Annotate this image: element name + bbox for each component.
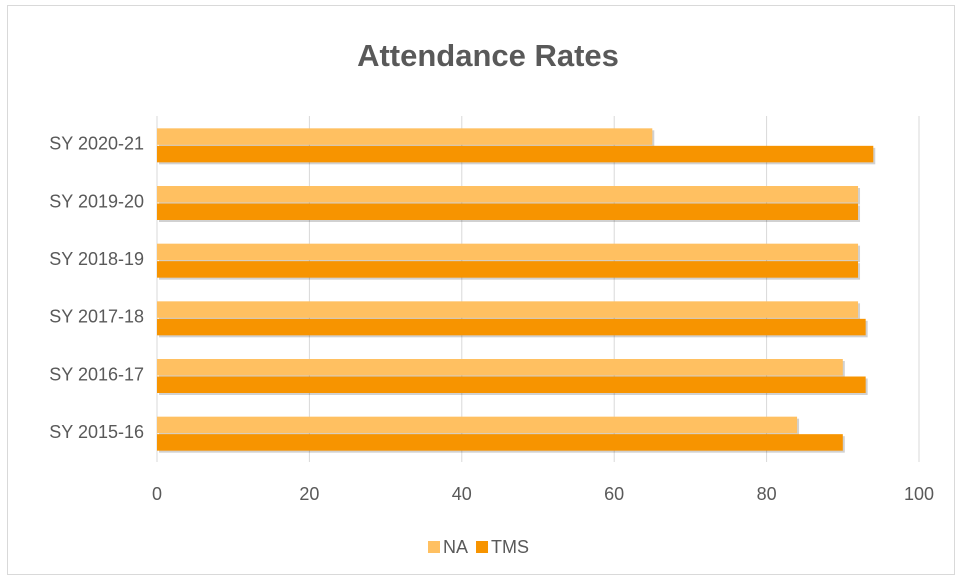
- bar: [157, 203, 859, 220]
- bar: [157, 376, 866, 393]
- legend-swatch: [476, 541, 489, 553]
- bar: [157, 145, 874, 163]
- y-tick-label: SY 2018-19: [49, 249, 144, 269]
- x-tick-label: 60: [604, 484, 624, 504]
- bar: [157, 261, 859, 278]
- x-tick-label: 40: [452, 484, 472, 504]
- bar: [157, 416, 798, 434]
- legend-label: NA: [443, 537, 468, 557]
- legend-label: TMS: [491, 537, 529, 557]
- bar: [157, 434, 843, 451]
- bar: [157, 243, 859, 261]
- bar: [157, 318, 866, 336]
- y-tick-label: SY 2017-18: [49, 307, 144, 327]
- legend-swatch: [428, 541, 440, 553]
- chart-frame: [7, 5, 955, 575]
- chart-title: Attendance Rates: [357, 38, 619, 73]
- y-tick-label: SY 2016-17: [49, 364, 144, 384]
- bar: [157, 128, 653, 145]
- x-tick-label: 0: [152, 484, 162, 504]
- y-tick-label: SY 2020-21: [49, 134, 144, 154]
- x-tick-label: 80: [757, 484, 777, 504]
- y-tick-label: SY 2015-16: [49, 422, 144, 442]
- x-tick-label: 100: [904, 484, 934, 504]
- bar: [157, 359, 843, 376]
- x-tick-label: 20: [299, 484, 319, 504]
- bar: [157, 186, 859, 203]
- y-tick-label: SY 2019-20: [49, 191, 144, 211]
- bar: [157, 301, 859, 318]
